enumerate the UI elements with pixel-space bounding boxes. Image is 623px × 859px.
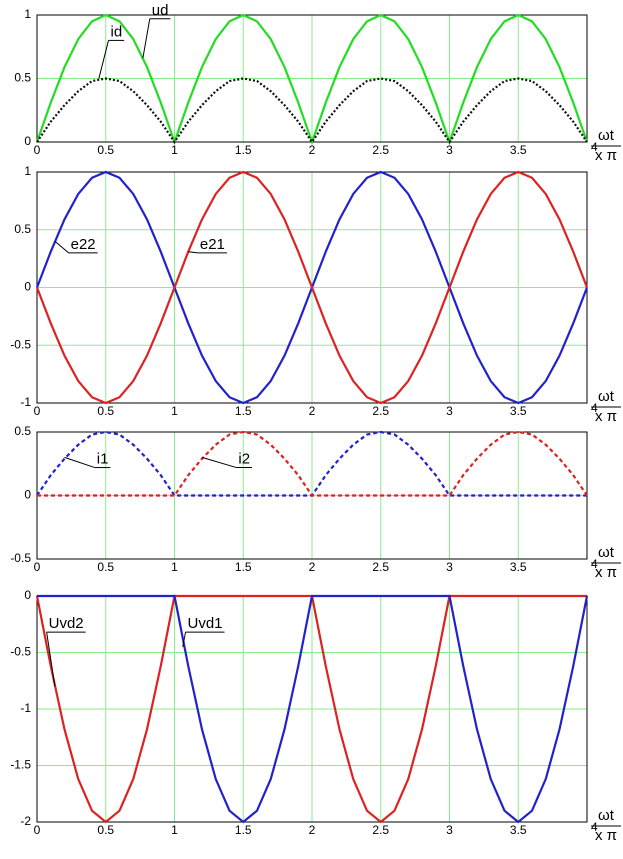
x-tick-label: 2 — [309, 823, 316, 837]
x-axis-label: x π — [595, 408, 617, 425]
x-tick-label: 0 — [34, 143, 41, 157]
y-tick-label: 0 — [24, 588, 31, 602]
x-tick-label: 1.5 — [235, 823, 252, 837]
x-tick-label: 1.5 — [235, 143, 252, 157]
x-axis-label: ωt — [598, 807, 615, 824]
y-tick-label: 0 — [24, 280, 31, 294]
series-label: Uvd2 — [49, 615, 84, 632]
x-axis-label: ωt — [598, 388, 615, 405]
x-axis-label: ωt — [598, 127, 615, 144]
y-tick-label: -2 — [20, 814, 31, 828]
y-tick-label: 0.5 — [14, 222, 31, 236]
series-label: Uvd1 — [188, 615, 223, 632]
series-label: i2 — [238, 451, 250, 468]
y-tick-label: -0.5 — [10, 551, 31, 565]
x-tick-label: 1 — [171, 560, 178, 574]
x-tick-label: 4 — [591, 401, 598, 415]
series-label: id — [111, 23, 123, 40]
x-tick-label: 1 — [171, 404, 178, 418]
x-axis-label: x π — [595, 147, 617, 164]
series-label: ud — [152, 2, 169, 19]
label-leader — [46, 632, 56, 687]
series-line — [37, 430, 588, 497]
series-line — [35, 13, 589, 146]
x-tick-label: 3 — [446, 404, 453, 418]
x-tick-label: 2.5 — [372, 560, 389, 574]
x-axis-label: ωt — [598, 544, 615, 561]
x-tick-label: 0.5 — [97, 143, 114, 157]
x-tick-label: 2 — [309, 560, 316, 574]
x-tick-label: 2.5 — [372, 404, 389, 418]
label-leader — [98, 40, 109, 79]
label-leader — [54, 240, 69, 254]
y-tick-label: 0.5 — [14, 424, 31, 438]
x-tick-label: 4 — [591, 140, 598, 154]
x-tick-label: 2 — [309, 143, 316, 157]
series-label: i1 — [97, 451, 109, 468]
x-tick-label: 1 — [171, 823, 178, 837]
x-tick-label: 1 — [171, 143, 178, 157]
x-tick-label: 3 — [446, 560, 453, 574]
x-tick-label: 3.5 — [510, 143, 527, 157]
x-tick-label: 3.5 — [510, 560, 527, 574]
x-tick-label: 4 — [591, 557, 598, 571]
x-axis-label: x π — [595, 827, 617, 844]
x-tick-label: 0 — [34, 823, 41, 837]
x-tick-label: 1.5 — [235, 560, 252, 574]
x-tick-label: 0.5 — [97, 823, 114, 837]
y-tick-label: -1.5 — [10, 758, 31, 772]
y-tick-label: 0 — [24, 134, 31, 148]
x-axis-label: x π — [595, 564, 617, 581]
series-label: e22 — [71, 236, 96, 253]
y-tick-label: 1 — [24, 164, 31, 178]
x-tick-label: 0.5 — [97, 560, 114, 574]
label-leader — [142, 18, 151, 59]
x-tick-label: 3.5 — [510, 823, 527, 837]
series-label: e21 — [200, 236, 225, 253]
y-tick-label: 0.5 — [14, 71, 31, 85]
x-tick-label: 1.5 — [235, 404, 252, 418]
label-leader — [201, 456, 237, 469]
y-tick-label: -1 — [20, 395, 31, 409]
x-tick-label: 3 — [446, 143, 453, 157]
x-tick-label: 0.5 — [97, 404, 114, 418]
y-tick-label: 1 — [24, 7, 31, 21]
x-tick-label: 2.5 — [372, 143, 389, 157]
y-tick-label: -0.5 — [10, 337, 31, 351]
x-tick-label: 2 — [309, 404, 316, 418]
y-tick-label: -0.5 — [10, 645, 31, 659]
series-line — [37, 594, 589, 824]
y-tick-label: 0 — [24, 488, 31, 502]
x-tick-label: 0 — [34, 404, 41, 418]
x-tick-label: 2.5 — [372, 823, 389, 837]
label-leader — [182, 632, 186, 647]
label-leader — [188, 251, 198, 254]
series-line — [35, 170, 589, 405]
x-tick-label: 3 — [446, 823, 453, 837]
x-tick-label: 3.5 — [510, 404, 527, 418]
label-leader — [64, 456, 95, 469]
x-tick-label: 0 — [34, 560, 41, 574]
x-tick-label: 4 — [591, 820, 598, 834]
y-tick-label: -1 — [20, 701, 31, 715]
